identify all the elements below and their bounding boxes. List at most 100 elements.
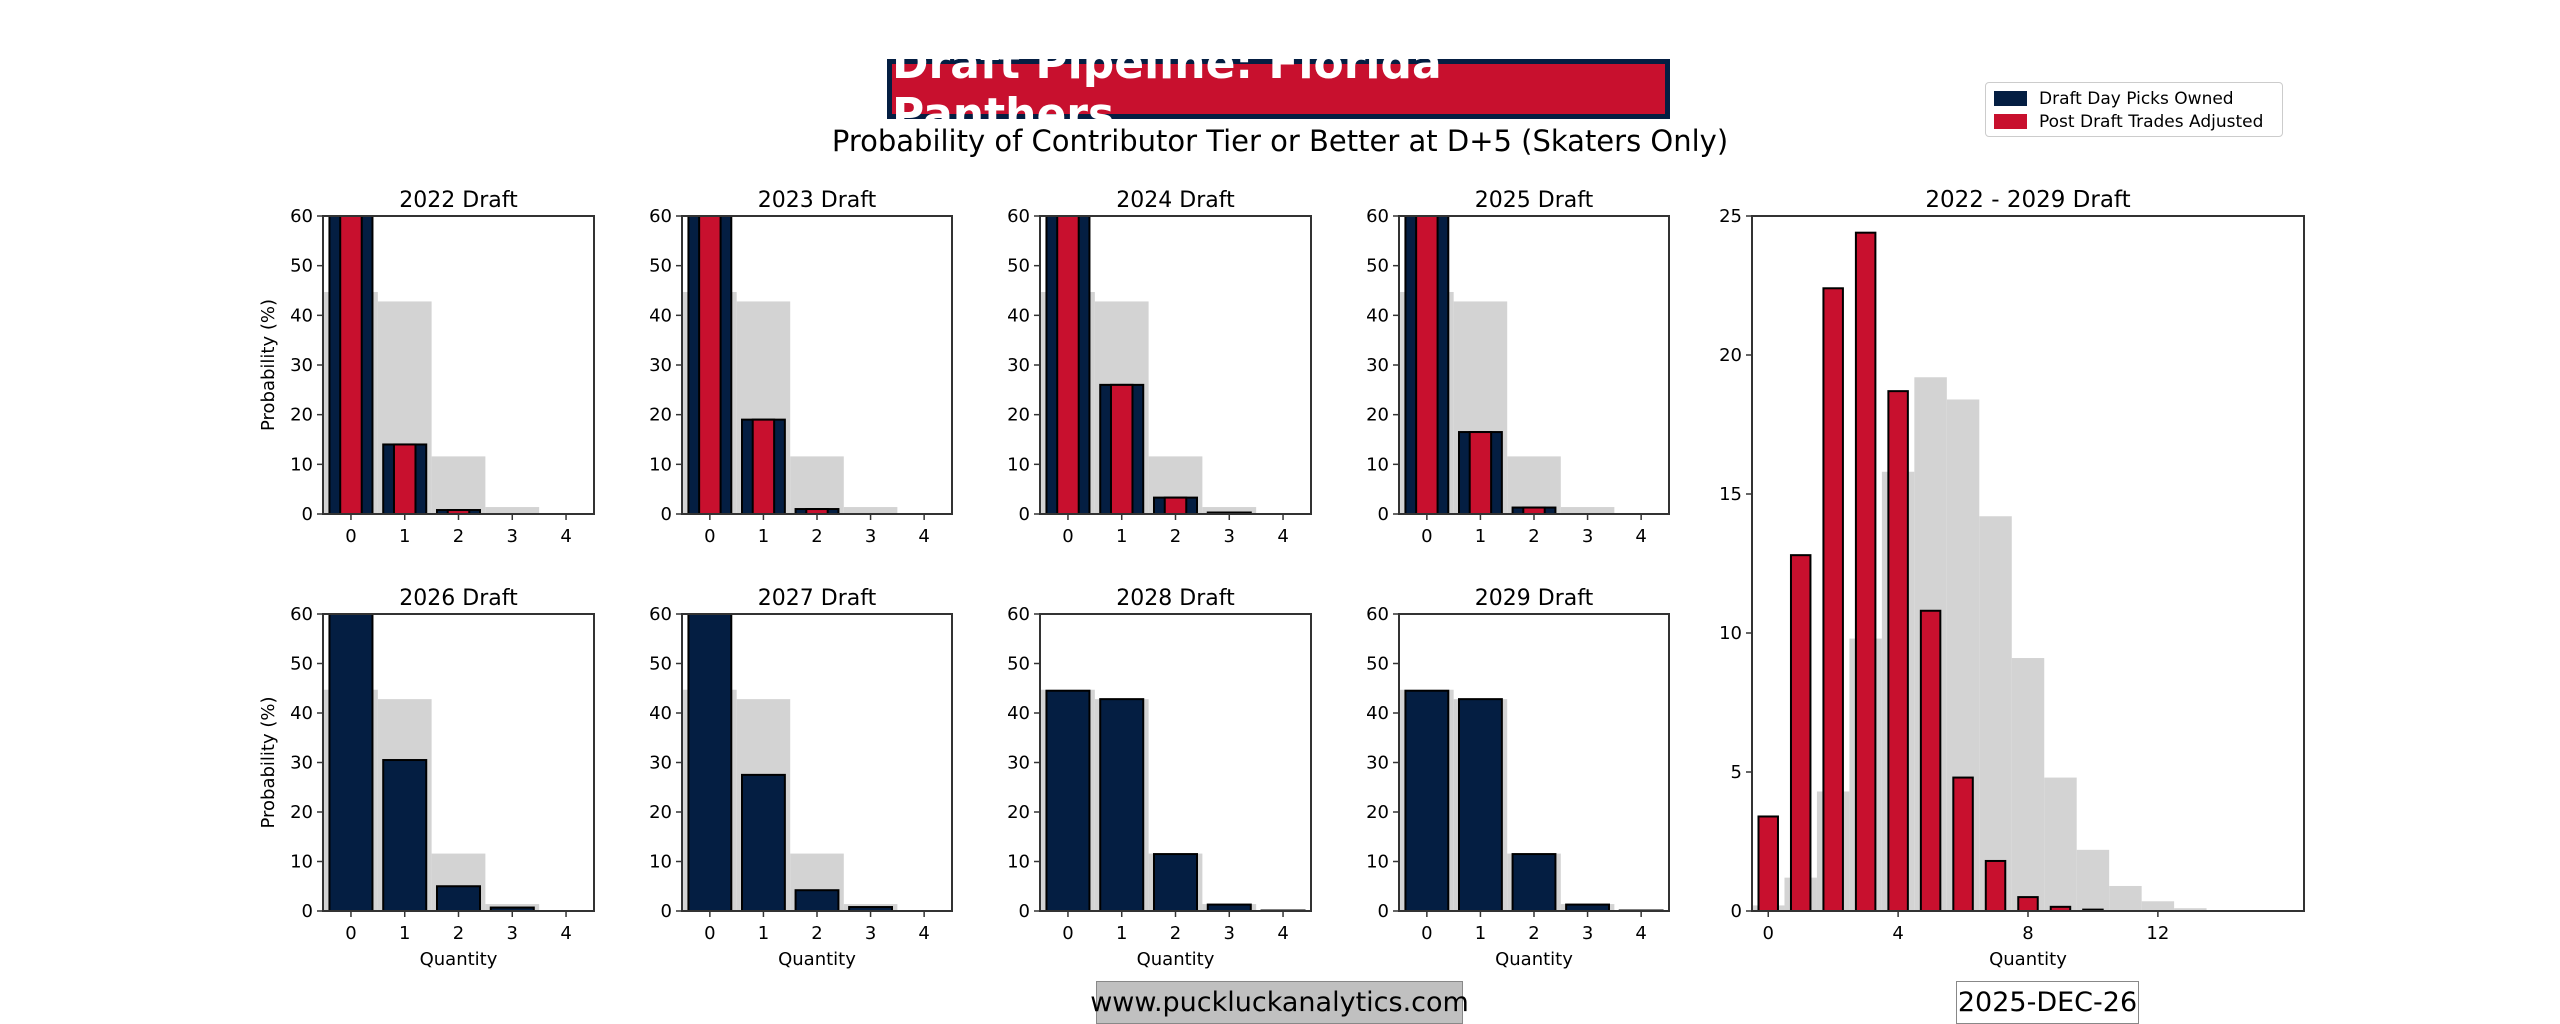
y-tick-label: 30 <box>649 753 672 774</box>
baseline-bar <box>1202 507 1257 514</box>
adjusted-bar <box>1789 554 1812 912</box>
y-tick-label: 10 <box>290 454 313 475</box>
x-tick-label: 3 <box>507 923 518 944</box>
y-tick-label: 60 <box>290 604 313 625</box>
x-tick-label: 3 <box>1224 526 1235 547</box>
subplot-0: 0 10 20 30 40 50 60 0 1 2 3 4 2022 Draft Probability … <box>258 188 595 547</box>
x-tick-label: 4 <box>1892 923 1903 944</box>
x-tick-label: 4 <box>1635 923 1646 944</box>
baseline-bar <box>2141 901 2175 911</box>
x-tick-label: 2 <box>1528 923 1539 944</box>
x-tick-label: 3 <box>865 923 876 944</box>
y-tick-label: 20 <box>1007 802 1030 823</box>
baseline-bar <box>1507 456 1561 514</box>
y-tick-label: 30 <box>290 355 313 376</box>
y-tick-label: 5 <box>1731 762 1742 783</box>
adjusted-bar <box>2017 896 2039 912</box>
subplot-title: 2026 Draft <box>399 586 518 611</box>
y-tick-label: 60 <box>1366 604 1389 625</box>
y-tick-label: 30 <box>649 355 672 376</box>
adjusted-bar <box>1887 390 1909 912</box>
baseline-bar <box>2076 849 2110 911</box>
y-tick-label: 0 <box>661 504 672 525</box>
x-tick-label: 4 <box>918 923 929 944</box>
x-tick-label: 1 <box>399 526 410 547</box>
x-tick-label: 1 <box>1116 923 1127 944</box>
subplot-8: 0 5 10 15 20 25 0 4 8 12 2022 - 2029 Draft Quantity <box>1719 187 2305 970</box>
subplot-4: 0 10 20 30 40 50 60 0 1 2 3 4 2026 Draft Quantity Prob… <box>258 586 595 970</box>
subplot-1: 0 10 20 30 40 50 60 0 1 2 3 4 2023 Draft <box>649 188 953 547</box>
x-tick-label: 1 <box>1116 526 1127 547</box>
x-tick-label: 2 <box>453 526 464 547</box>
y-tick-label: 40 <box>1007 703 1030 724</box>
x-tick-label: 4 <box>560 526 571 547</box>
x-tick-label: 2 <box>453 923 464 944</box>
y-tick-label: 0 <box>1019 901 1030 922</box>
adjusted-bar <box>339 215 363 515</box>
adjusted-bar <box>1822 287 1844 912</box>
y-tick-label: 10 <box>1007 454 1030 475</box>
owned-bar <box>435 885 482 912</box>
y-tick-label: 10 <box>1366 852 1389 873</box>
adjusted-bar <box>1163 496 1188 515</box>
baseline-bar <box>2109 885 2142 911</box>
chart-subtitle: Probability of Contributor Tier or Bette… <box>831 124 1729 158</box>
y-tick-label: 60 <box>649 604 672 625</box>
y-tick-label: 10 <box>1366 454 1389 475</box>
subplot-5: 0 10 20 30 40 50 60 0 1 2 3 4 2027 Draft Quantity <box>649 586 953 970</box>
x-tick-label: 0 <box>345 526 356 547</box>
y-tick-label: 20 <box>649 802 672 823</box>
y-tick-label: 10 <box>1719 623 1742 644</box>
y-tick-label: 30 <box>1007 355 1030 376</box>
x-tick-label: 0 <box>704 526 715 547</box>
adjusted-bar <box>751 418 776 515</box>
y-tick-label: 0 <box>1019 504 1030 525</box>
subplot-2: 0 10 20 30 40 50 60 0 1 2 3 4 2024 Draft <box>1007 188 1312 547</box>
legend-swatch-owned <box>1994 91 2027 106</box>
x-tick-label: 12 <box>2146 923 2169 944</box>
y-tick-label: 0 <box>661 901 672 922</box>
y-tick-label: 40 <box>1366 703 1389 724</box>
x-tick-label: 0 <box>1062 923 1073 944</box>
owned-bar <box>794 889 840 913</box>
adjusted-bar <box>1854 231 1877 912</box>
baseline-bar <box>1979 516 2012 911</box>
x-tick-label: 4 <box>1635 526 1646 547</box>
y-tick-label: 0 <box>1378 901 1389 922</box>
x-axis-label: Quantity <box>778 949 856 970</box>
x-tick-label: 1 <box>1475 526 1486 547</box>
y-tick-label: 10 <box>649 454 672 475</box>
legend-item-owned: Draft Day Picks Owned <box>1994 87 2274 110</box>
subplot-3: 0 10 20 30 40 50 60 0 1 2 3 4 2025 Draft <box>1366 188 1670 547</box>
y-tick-label: 60 <box>1366 206 1389 227</box>
subplot-title: 2023 Draft <box>758 188 877 213</box>
x-axis-label: Quantity <box>1989 949 2067 970</box>
subplot-title: 2024 Draft <box>1116 188 1235 213</box>
y-tick-label: 15 <box>1719 484 1742 505</box>
y-tick-label: 20 <box>290 802 313 823</box>
baseline-bar <box>485 507 540 514</box>
subplot-6: 0 10 20 30 40 50 60 0 1 2 3 4 2028 Draft Quantity <box>1007 586 1312 970</box>
y-tick-label: 40 <box>649 305 672 326</box>
x-tick-label: 2 <box>811 526 822 547</box>
website-label: www.puckluckanalytics.com <box>1090 981 1469 1024</box>
y-tick-label: 20 <box>1366 405 1389 426</box>
y-tick-label: 40 <box>1007 305 1030 326</box>
legend-item-adjusted: Post Draft Trades Adjusted <box>1994 110 2274 133</box>
y-tick-label: 20 <box>290 405 313 426</box>
x-tick-label: 8 <box>2022 923 2033 944</box>
x-tick-label: 0 <box>1763 923 1774 944</box>
adjusted-bar <box>392 443 417 516</box>
owned-bar <box>328 613 374 912</box>
owned-bar <box>687 613 733 912</box>
y-tick-label: 0 <box>302 504 313 525</box>
subplot-title: 2022 - 2029 Draft <box>1925 187 2130 213</box>
y-tick-label: 50 <box>1007 654 1030 675</box>
x-tick-label: 1 <box>399 923 410 944</box>
x-tick-label: 2 <box>1170 526 1181 547</box>
y-tick-label: 10 <box>1007 852 1030 873</box>
y-tick-label: 25 <box>1719 206 1742 227</box>
x-tick-label: 2 <box>811 923 822 944</box>
y-tick-label: 60 <box>290 206 313 227</box>
x-tick-label: 3 <box>865 526 876 547</box>
